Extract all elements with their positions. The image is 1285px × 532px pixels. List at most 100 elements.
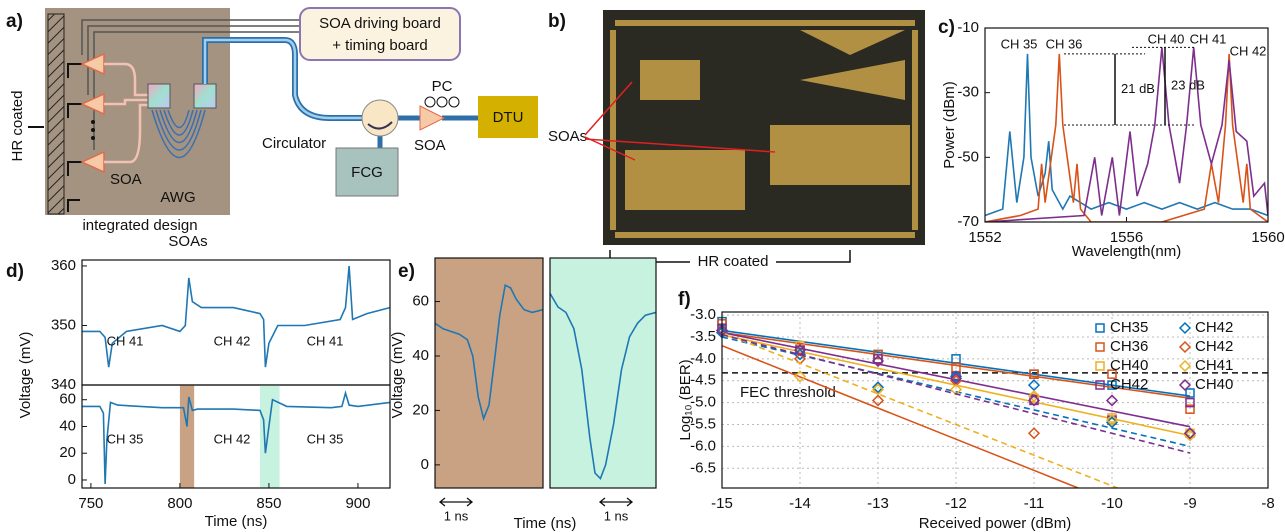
y-tick-label: 20 [412, 401, 429, 418]
legend-label: CH42 [1195, 338, 1233, 355]
y-tick-label: 40 [412, 347, 429, 364]
y-tick-label: -3.5 [690, 328, 716, 345]
annotation: CH 40 [1148, 31, 1185, 46]
soa-label: SOA [110, 171, 142, 188]
scale-label: 1 ns [604, 508, 629, 523]
y-tick-label: -5.5 [690, 415, 716, 432]
threshold-label: FEC threshold [740, 384, 836, 401]
x-tick-label: -12 [945, 495, 967, 512]
board-label: SOA driving board [319, 15, 441, 32]
data-line [82, 266, 390, 367]
annotation: CH 41 [1190, 31, 1227, 46]
x-tick-label: 800 [167, 495, 192, 512]
y-axis-label: Power (dBm) [941, 81, 958, 169]
legend-label: CH41 [1195, 357, 1233, 374]
awg-star [148, 84, 170, 108]
x-tick-label: 750 [78, 495, 103, 512]
y-tick-label: 0 [421, 456, 429, 473]
annotation: CH 35 [1001, 36, 1038, 51]
panel-label: f) [678, 289, 691, 310]
awg-star [194, 84, 216, 108]
legend-label: CH36 [1110, 338, 1148, 355]
y-tick-label: -4.0 [690, 350, 716, 367]
x-tick-label: -11 [1024, 495, 1045, 512]
figure: a) HR coated SOA AWG integrated design S… [0, 0, 1285, 532]
legend-label: CH40 [1110, 357, 1148, 374]
annotation: CH 35 [307, 431, 344, 446]
annotation: CH 36 [1046, 36, 1083, 51]
y-tick-label: -6.0 [690, 437, 716, 454]
x-tick-label: 900 [345, 495, 370, 512]
x-axis-label: Received power (dBm) [919, 515, 1072, 532]
mirror-label: HR coated [9, 91, 26, 162]
data-line [985, 54, 1268, 222]
shade [180, 385, 194, 488]
y-tick-label: 0 [68, 471, 76, 488]
x-tick-label: 1560 [1251, 229, 1284, 246]
y-tick-label: 20 [59, 444, 76, 461]
x-axis-label: Time (ns) [205, 513, 268, 530]
panel-label: e) [398, 261, 415, 282]
legend-marker [1096, 362, 1104, 370]
dots [91, 120, 95, 140]
plot-background [550, 258, 656, 488]
pc-label: PC [432, 78, 453, 95]
legend-marker [1180, 361, 1190, 371]
y-axis-label: Voltage (mV) [389, 332, 406, 419]
annotation: CH 42 [214, 431, 251, 446]
fcg-label: FCG [351, 164, 383, 181]
legend-marker [1180, 342, 1190, 352]
y-tick-label: -5.0 [690, 394, 716, 411]
y-tick-label: -4.5 [690, 372, 716, 389]
x-tick-label: 1552 [968, 229, 1001, 246]
panel-b: b) SOAs HR coated [548, 10, 925, 270]
data-line [985, 54, 1268, 216]
plot-background [435, 258, 543, 488]
legend-marker [1180, 323, 1190, 333]
plot-frame [82, 260, 390, 385]
panel-label: d) [6, 261, 24, 282]
y-tick-label: -70 [957, 213, 979, 230]
annotation: CH 41 [107, 333, 144, 348]
annotation: CH 42 [1230, 43, 1267, 58]
soa-amp-label: SOA [414, 137, 446, 154]
soa-amp [420, 106, 444, 130]
y-tick-label: -3.0 [690, 306, 716, 323]
y-tick-label: -10 [957, 19, 979, 36]
y-axis-label: Log₁₀ (BER) [677, 359, 694, 440]
x-tick-label: -13 [867, 495, 889, 512]
panel-a: a) HR coated SOA AWG integrated design S… [6, 8, 538, 250]
circulator-label: Circulator [262, 135, 326, 152]
legend-label: CH42 [1110, 376, 1148, 393]
legend-label: CH40 [1195, 376, 1233, 393]
legend-label: CH42 [1195, 319, 1233, 336]
legend-marker [1096, 324, 1104, 332]
y-tick-label: -6.5 [690, 459, 716, 476]
y-tick-label: -30 [957, 84, 979, 101]
caption: integrated design [82, 217, 197, 234]
mirror [48, 14, 64, 214]
board-label: + timing board [332, 37, 427, 54]
annotation: CH 41 [307, 333, 344, 348]
hr-label: HR coated [698, 253, 769, 270]
annotation: CH 42 [214, 333, 251, 348]
legend-marker [1096, 343, 1104, 351]
scale-bar [600, 498, 632, 506]
dtu-label: DTU [493, 109, 524, 126]
scale-bar [440, 498, 472, 506]
panel-label: c) [938, 17, 955, 38]
x-tick-label: -8 [1261, 495, 1274, 512]
y-tick-label: 360 [51, 257, 76, 274]
x-axis-label: Wavelength(nm) [1072, 243, 1181, 260]
y-tick-label: 40 [59, 417, 76, 434]
shade [260, 385, 280, 488]
x-tick-label: -9 [1183, 495, 1196, 512]
x-axis-label: Time (ns) [514, 515, 577, 532]
bracket-label: 23 dB [1171, 78, 1205, 93]
scale-label: 1 ns [444, 508, 469, 523]
soas-label: SOAs [548, 128, 587, 145]
awg-label: AWG [160, 189, 195, 206]
bracket-label: 21 dB [1121, 81, 1155, 96]
panel-label: b) [548, 11, 566, 32]
x-tick-label: 850 [256, 495, 281, 512]
